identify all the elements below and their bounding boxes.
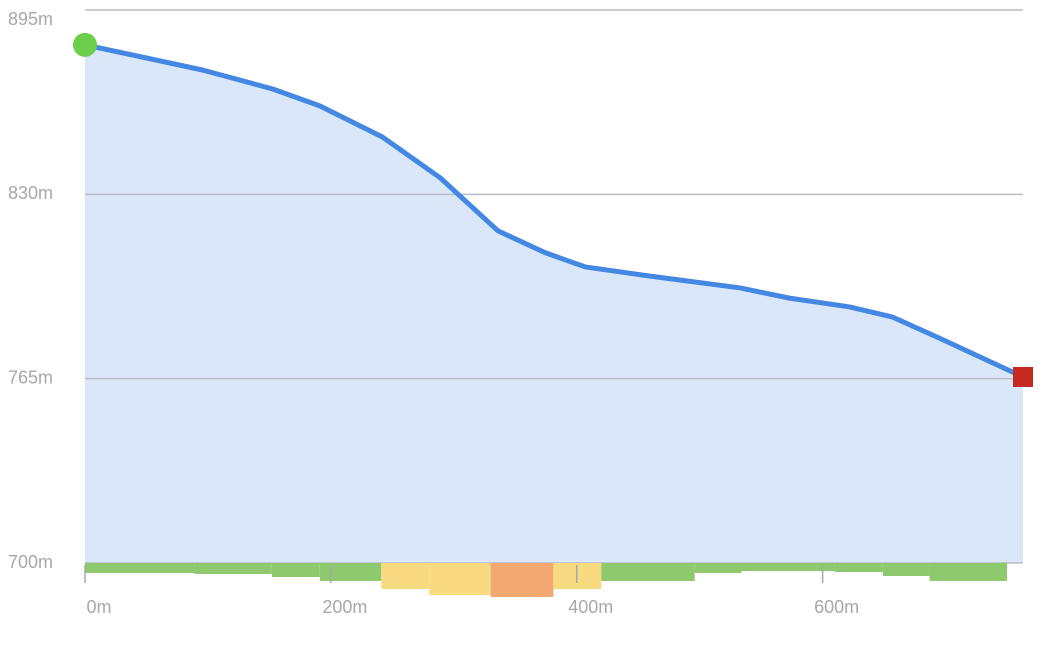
- y-tick-label: 700m: [8, 552, 53, 572]
- grade-bar: [741, 563, 835, 571]
- x-tick-label: 0m: [86, 597, 111, 617]
- grade-bar: [694, 563, 742, 573]
- grade-bar: [834, 563, 883, 572]
- x-tick-label: 200m: [322, 597, 367, 617]
- grade-bar: [929, 563, 1008, 581]
- grade-bar: [882, 563, 930, 576]
- x-tick-label: 400m: [568, 597, 613, 617]
- grade-bar: [429, 563, 491, 595]
- grade-bar: [194, 563, 272, 574]
- line: [84, 42, 1025, 380]
- area: [85, 44, 1023, 564]
- end-marker: [1013, 366, 1033, 387]
- grade-bar: [271, 563, 320, 577]
- grade-bar: [601, 563, 695, 581]
- grade-bar: [319, 563, 382, 581]
- grade-bar: [490, 563, 554, 597]
- y-tick-label: 765m: [8, 367, 53, 387]
- grade-bar: [85, 563, 195, 573]
- x-tick-label: 600m: [814, 597, 859, 617]
- start-marker: [73, 32, 97, 57]
- grade-bar: [381, 563, 430, 589]
- y-tick-label: 830m: [8, 183, 53, 203]
- y-tick-label: 895m: [8, 9, 53, 29]
